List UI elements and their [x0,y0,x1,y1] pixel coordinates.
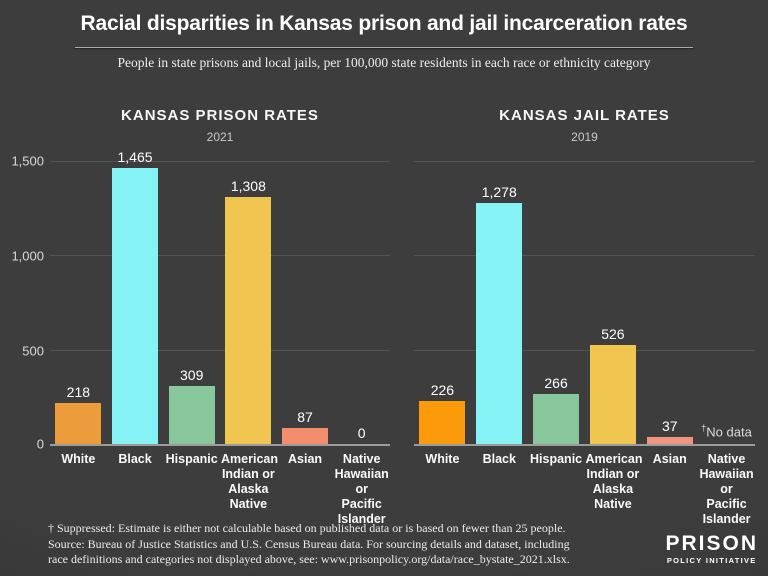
logo-text-prison: PRISON [665,532,758,555]
gridline-1000 [50,255,390,256]
category-label-american-indian-or-alaska-native: American Indian or Alaska Native [221,452,278,511]
bar-value-label: †No data [701,422,752,439]
bar-value-label: 87 [297,409,313,425]
bar-hispanic [533,394,580,444]
bar-asian [282,428,329,444]
footnote: † Suppressed: Estimate is either not cal… [48,521,570,568]
chart-year: 2021 [206,130,234,144]
gridline-500 [50,350,390,351]
charts-region: 1,500 1,000 500 0 KANSAS PRISON RATES 20… [0,100,768,526]
prison-rates-chart: KANSAS PRISON RATES 2021 218 1,465 309 1,30… [50,100,390,526]
bar-value-label: 1,278 [481,184,517,200]
bar-white [419,401,466,444]
bar-value-label: 226 [430,382,455,398]
y-axis-tick: 0 [36,436,44,452]
bar-american-indian-or-alaska-native [589,345,636,444]
bar-black [476,203,523,444]
chart-year: 2019 [571,130,598,144]
category-label-hispanic: Hispanic [530,452,583,466]
prison-policy-initiative-logo: PRISON POLICY INITIATIVE [665,532,758,566]
category-label-black: Black [118,452,152,466]
title-underline [75,47,693,48]
bar-value-label: 218 [66,384,91,400]
bar-asian [646,437,693,444]
logo-text-policy-initiative: POLICY INITIATIVE [666,556,757,565]
bars-container: 226 1,278 266 526 37 †No data [414,161,755,444]
bar-value-label: 266 [544,375,568,391]
bar-group-black: 1,278 [471,184,528,444]
bar-group-white: 226 [414,382,471,444]
footnote-line: Source: Bureau of Justice Statistics and… [48,536,570,551]
footnote-line: † Suppressed: Estimate is either not cal… [48,521,566,535]
dagger-symbol: † [701,422,707,433]
gridline-1500 [414,161,755,162]
gridline-1500 [50,161,390,162]
bar-group-native-hawaiian-or-pacific-islander: 0 [333,425,390,444]
category-labels-row: White Black Hispanic American Indian or Ala… [414,452,755,527]
bar-hispanic [168,386,215,444]
bar-value-label: 1,308 [230,178,266,194]
bar-group-hispanic: 309 [163,367,220,444]
category-label-native-hawaiian-or-pacific-islander: Native Hawaiian or Pacific Islander [699,452,754,526]
plot-area: 226 1,278 266 526 37 †No data [414,161,755,446]
y-axis: 1,500 1,000 500 0 [0,100,44,516]
y-axis-tick: 1,500 [11,153,44,169]
chart-title: KANSAS JAIL RATES [499,107,670,124]
bar-american-indian-or-alaska-native [225,197,272,444]
jail-rates-chart: KANSAS JAIL RATES 2019 226 1,278 266 526 37 †… [414,100,755,526]
category-label-white: White [425,452,460,466]
y-axis-tick: 1,000 [11,248,44,264]
bar-group-asian: 37 [641,418,698,444]
page-title: Racial disparities in Kansas prison and … [80,12,688,35]
bar-value-label: 1,465 [117,149,153,165]
bar-value-label: 526 [601,326,625,342]
bar-white [55,403,102,444]
category-label-hispanic: Hispanic [165,452,218,466]
bar-group-native-hawaiian-or-pacific-islander: †No data [698,423,755,444]
category-label-american-indian-or-alaska-native: American Indian or Alaska Native [585,452,643,511]
category-label-white: White [61,452,96,466]
gridline-500 [414,350,755,351]
plot-area: 218 1,465 309 1,308 87 0 [50,149,390,446]
bar-group-hispanic: 266 [528,375,585,444]
category-label-asian: Asian [288,452,323,466]
bar-group-american-indian-or-alaska-native: 526 [584,326,641,444]
footnote-line: race definitions and categories not disp… [48,552,570,566]
category-labels-row: White Black Hispanic American Indian or Ala… [50,452,390,527]
bar-value-label: 0 [357,425,366,441]
category-label-native-hawaiian-or-pacific-islander: Native Hawaiian or Pacific Islander [334,452,389,526]
bar-value-label: 37 [661,418,678,434]
page-subtitle: People in state prisons and local jails,… [117,55,651,70]
category-label-black: Black [482,452,516,466]
bar-value-label: 309 [180,367,204,383]
category-label-asian: Asian [652,452,687,466]
bars-container: 218 1,465 309 1,308 87 0 [50,149,390,444]
bar-group-black: 1,465 [107,149,164,444]
bar-group-american-indian-or-alaska-native: 1,308 [220,178,277,444]
gridline-1000 [414,255,755,256]
y-axis-tick: 500 [22,343,44,359]
chart-title: KANSAS PRISON RATES [121,107,319,124]
bar-group-asian: 87 [277,409,334,444]
bar-group-white: 218 [50,384,107,444]
bar-black [112,168,158,444]
